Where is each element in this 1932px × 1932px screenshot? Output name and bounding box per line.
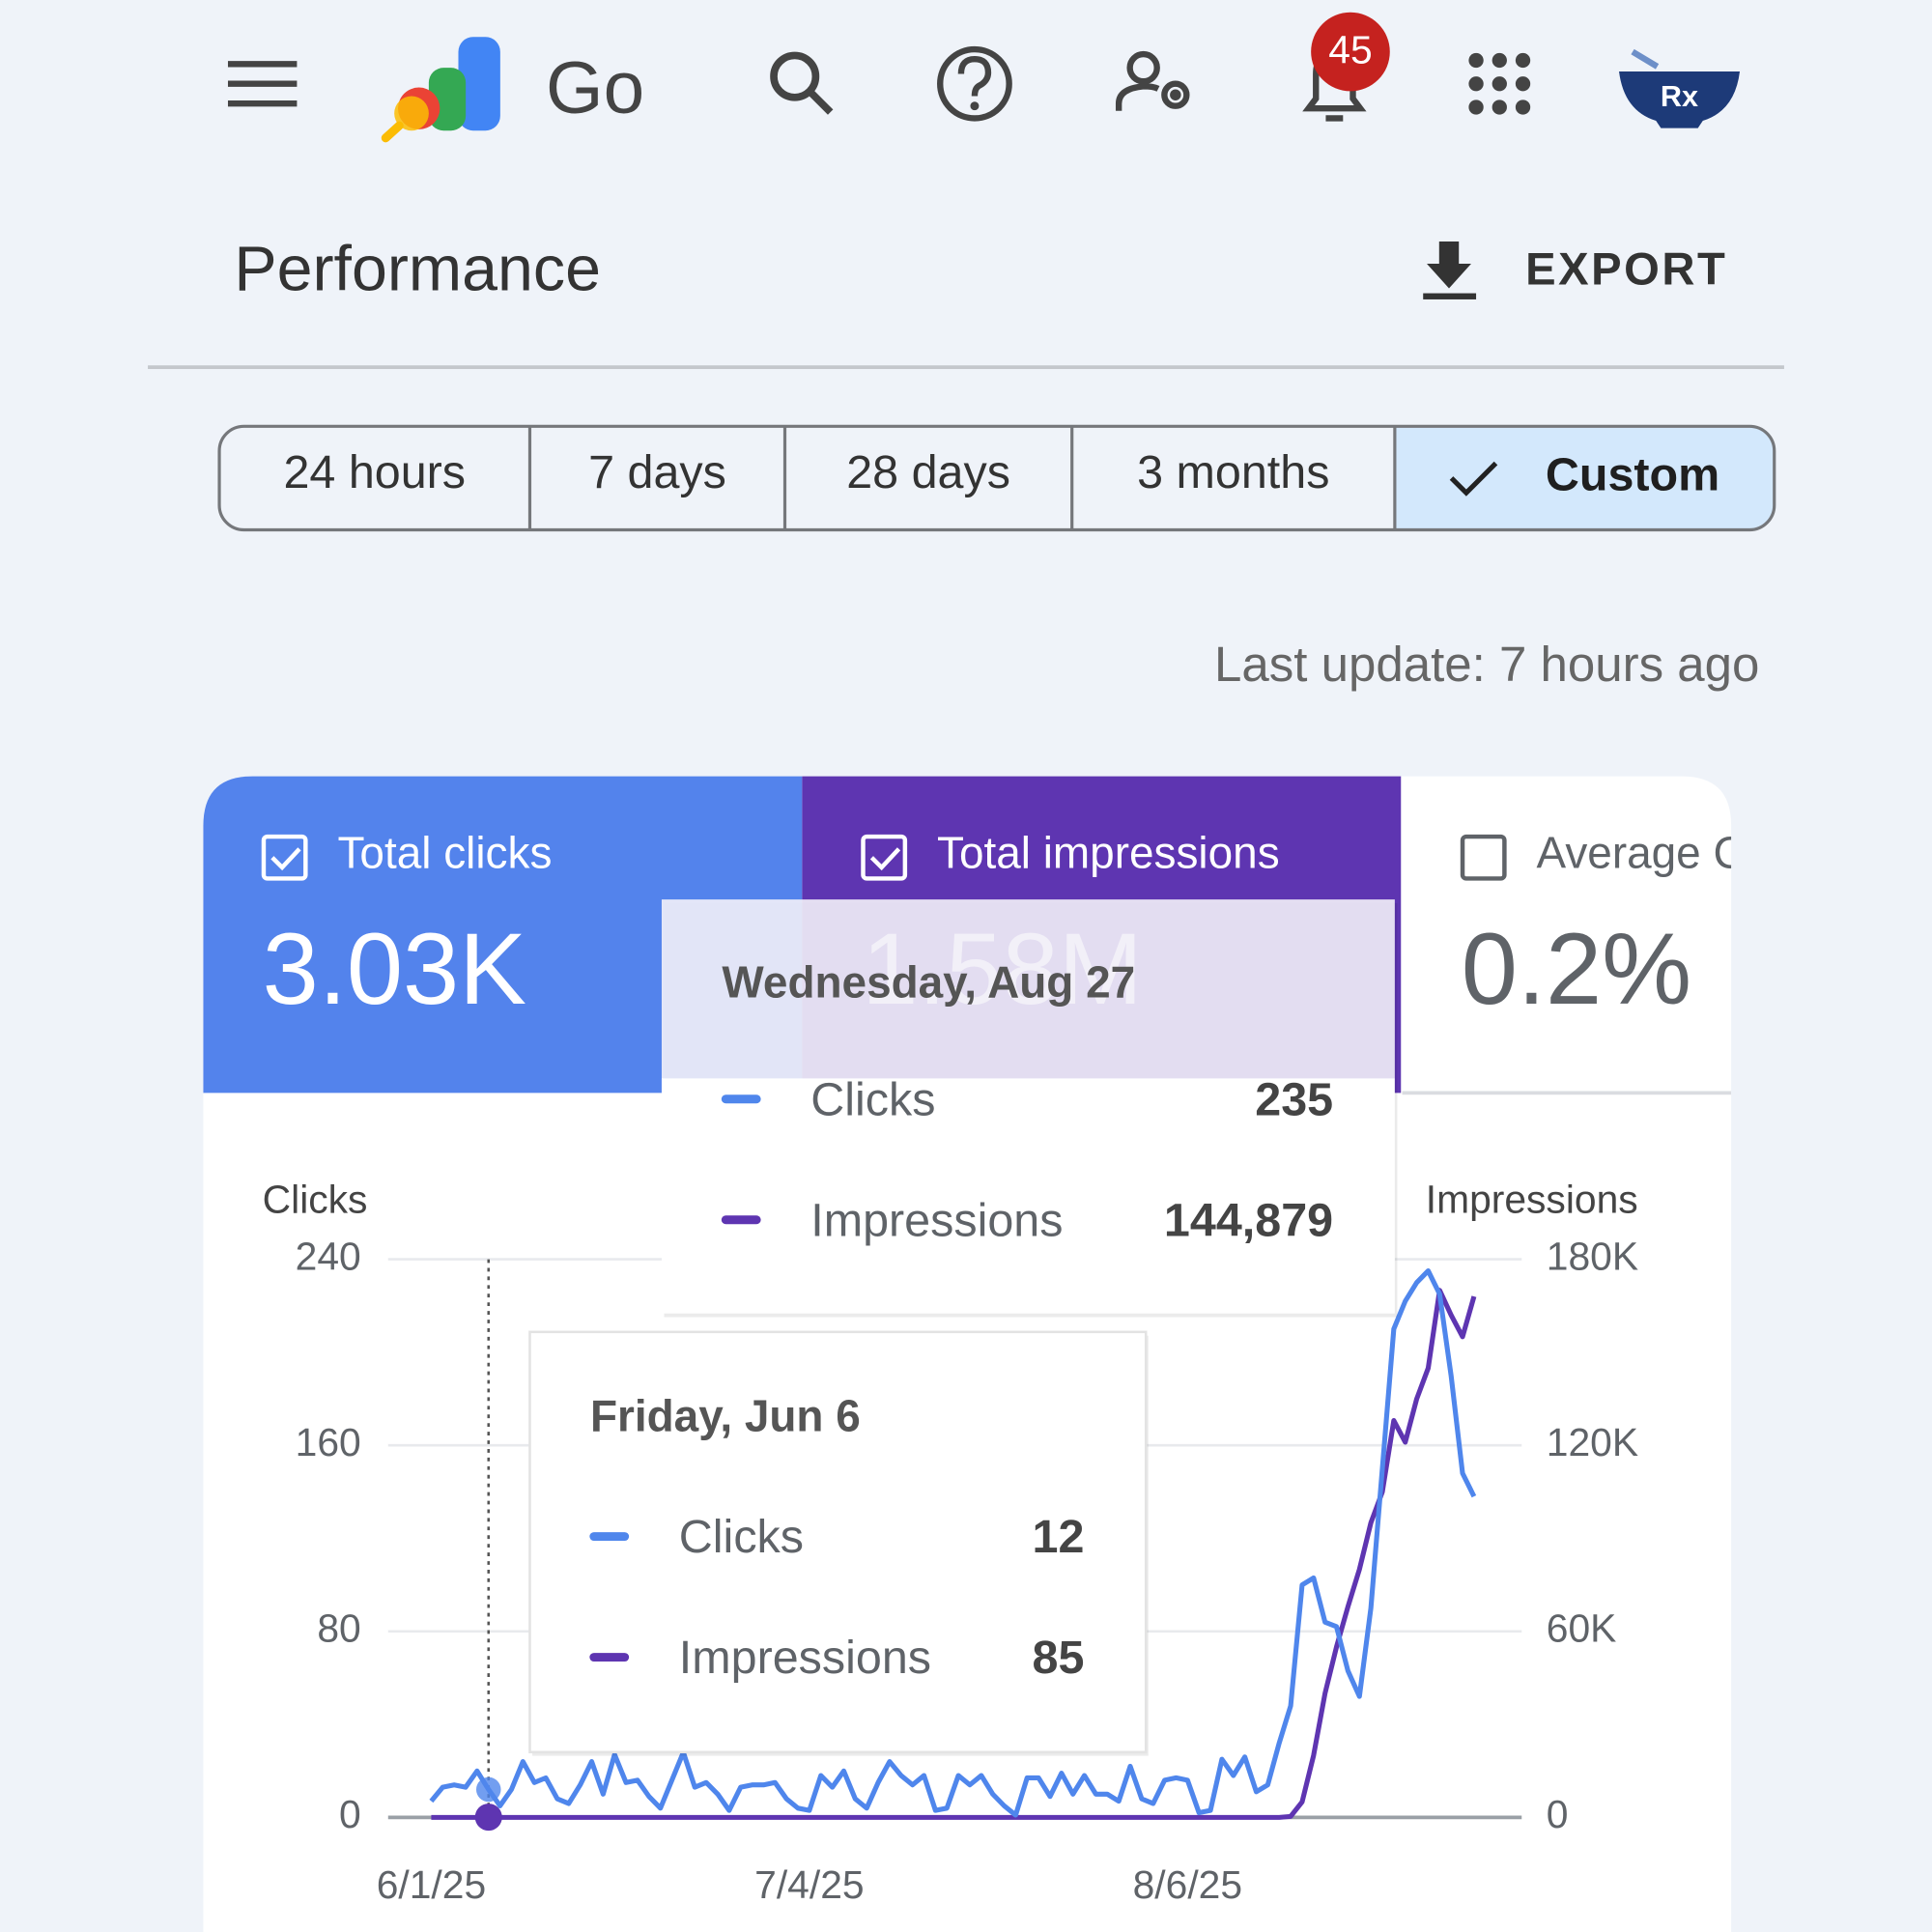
card-label: Total clicks	[337, 828, 552, 878]
y2-tick-label: 180K	[1547, 1234, 1638, 1278]
card-label: Average CTR	[1537, 828, 1804, 878]
logo[interactable]: Go	[381, 37, 644, 143]
tab-label: 3 months	[1137, 446, 1329, 498]
checkbox-tick	[270, 847, 301, 871]
card-label: Total impressions	[937, 828, 1280, 878]
y-tick-label: 80	[317, 1606, 360, 1651]
tab-label: 24 hours	[283, 446, 466, 498]
tab-label: Custom	[1546, 449, 1719, 501]
check-icon	[1449, 461, 1498, 497]
checkbox	[861, 834, 908, 881]
metric-card[interactable]: Average CTR 0.2%	[1460, 828, 1804, 1027]
metric-card[interactable]: Total clicks 3.03K	[203, 776, 803, 1094]
tooltip-header-bg	[661, 899, 1395, 1079]
y-tick-label: 240	[296, 1234, 361, 1278]
tooltip-body-bg	[661, 1078, 1395, 1314]
y-tick-label: 160	[296, 1420, 361, 1464]
tooltip-name: Impressions	[679, 1632, 931, 1684]
tooltip-name: Clicks	[679, 1511, 804, 1563]
y2-tick-label: 120K	[1547, 1420, 1638, 1464]
search-button[interactable]	[770, 51, 834, 115]
range-tabs: 24 hours 7 days 28 days 3 months Custom	[217, 424, 1776, 532]
tooltip-date: Friday, Jun 6	[590, 1391, 861, 1441]
checkbox	[1460, 834, 1507, 881]
range-tab[interactable]: 3 months	[1137, 446, 1329, 498]
notifications-button[interactable]: 45	[1302, 12, 1390, 122]
x-tick-label: 6/1/25	[377, 1862, 486, 1907]
tab-label: 7 days	[588, 446, 726, 498]
tooltips: Wednesday, Aug 27 Clicks 235 Impressions 144…	[528, 899, 1398, 1756]
tooltip-bg	[528, 1330, 1148, 1754]
tooltip-value: 12	[1033, 1511, 1085, 1563]
badge-count: 45	[1328, 28, 1372, 72]
last-update: Last update: 7 hours ago	[1214, 637, 1759, 692]
y-axis-label: Clicks	[263, 1178, 368, 1222]
tooltip: Wednesday, Aug 27 Clicks 235 Impressions 144…	[661, 899, 1398, 1318]
range-tab[interactable]: Custom	[1394, 427, 1774, 529]
series-line	[429, 1268, 1477, 1818]
hover-point	[475, 1776, 501, 1803]
x-tick-label: 7/4/25	[754, 1862, 864, 1907]
export-label: EXPORT	[1525, 243, 1727, 295]
tooltip-value: 85	[1033, 1632, 1085, 1684]
card-value: 0.2%	[1462, 913, 1691, 1026]
tooltip-name: Impressions	[810, 1194, 1063, 1246]
y2-tick-label: 0	[1547, 1792, 1569, 1836]
chart: Clicks Impressions 0 80 160 240 0 60K 120K 180K 6/…	[263, 1178, 1638, 1907]
tabs-border	[217, 424, 1776, 532]
tooltip-value: 235	[1255, 1073, 1333, 1125]
checkbox-tick	[869, 847, 901, 871]
tooltip: Friday, Jun 6 Clicks 12 Impressions 85	[528, 1330, 1149, 1756]
tooltip-date: Wednesday, Aug 27	[722, 957, 1135, 1008]
account-avatar[interactable]: Rx	[1619, 48, 1741, 128]
card-value: 3.03K	[263, 913, 526, 1026]
series-line	[431, 1288, 1477, 1820]
help-button[interactable]	[937, 45, 1012, 122]
admin-button[interactable]	[1115, 50, 1190, 111]
tooltip-name: Clicks	[810, 1073, 935, 1125]
export-button[interactable]: EXPORT	[1423, 242, 1727, 299]
y-tick-label: 0	[339, 1792, 361, 1836]
tab-label: 28 days	[846, 446, 1010, 498]
x-tick-label: 8/6/25	[1133, 1862, 1242, 1907]
hover-point	[474, 1804, 502, 1832]
range-tab[interactable]: 7 days	[588, 446, 726, 498]
logo-text: Go	[546, 47, 644, 129]
page-title: Performance	[234, 234, 601, 305]
apps-button[interactable]	[1468, 52, 1531, 115]
y2-axis-label: Impressions	[1426, 1178, 1638, 1222]
badge	[1311, 12, 1390, 92]
y2-tick-label: 60K	[1547, 1606, 1617, 1651]
menu-button[interactable]	[227, 61, 298, 107]
range-tab[interactable]: 28 days	[846, 446, 1010, 498]
card-bg	[203, 776, 803, 1094]
avatar-text: Rx	[1661, 80, 1698, 113]
checkbox	[261, 834, 308, 881]
tab-selected-bg	[1394, 427, 1774, 529]
tooltip-value: 144,879	[1164, 1194, 1333, 1246]
range-tab[interactable]: 24 hours	[283, 446, 466, 498]
